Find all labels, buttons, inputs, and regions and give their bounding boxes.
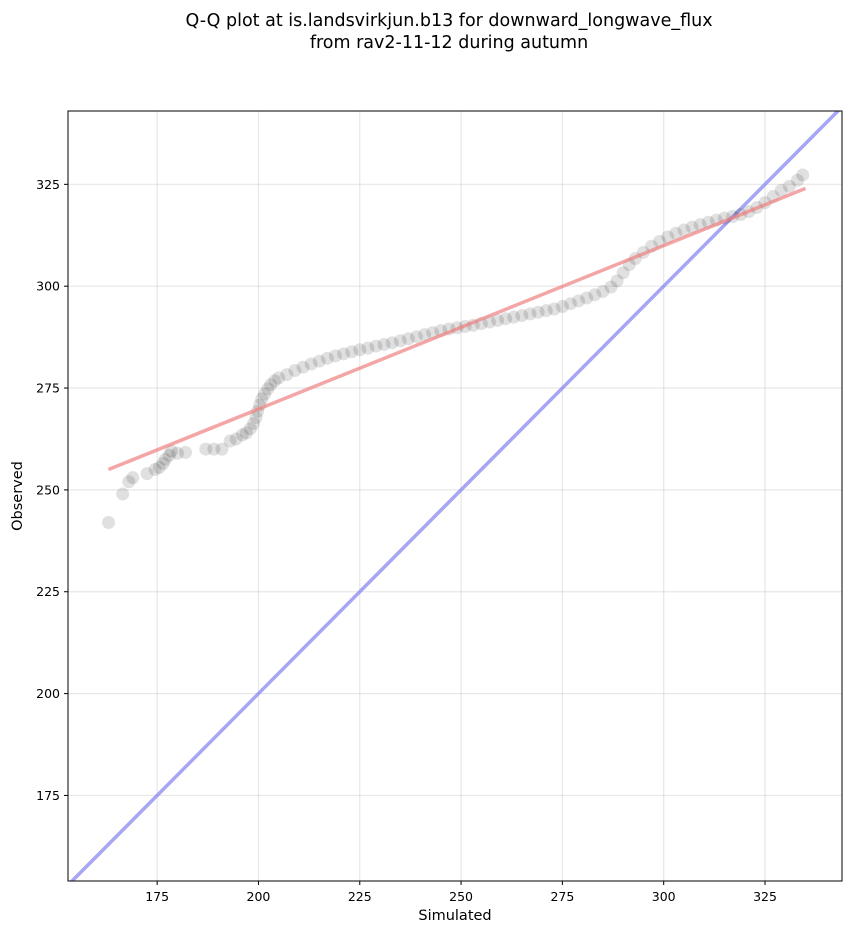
data-point bbox=[164, 444, 178, 458]
data-point bbox=[507, 310, 521, 324]
data-point bbox=[588, 288, 602, 302]
data-point bbox=[685, 220, 699, 234]
x-tick-label: 325 bbox=[753, 889, 777, 904]
data-point bbox=[369, 339, 383, 353]
data-point bbox=[247, 416, 261, 430]
x-axis-label: Simulated bbox=[418, 908, 491, 924]
data-point bbox=[401, 332, 415, 346]
data-point bbox=[235, 428, 249, 442]
data-point bbox=[547, 302, 561, 316]
y-tick-label: 275 bbox=[36, 381, 60, 396]
data-point bbox=[353, 343, 367, 357]
data-point bbox=[539, 304, 553, 318]
data-point bbox=[249, 410, 263, 424]
x-tick-label: 225 bbox=[348, 889, 372, 904]
data-point bbox=[243, 422, 257, 436]
x-tick-label: 200 bbox=[247, 889, 271, 904]
data-point bbox=[229, 432, 243, 446]
y-tick-label: 200 bbox=[36, 686, 60, 701]
y-tick-label: 300 bbox=[36, 279, 60, 294]
y-tick-label: 325 bbox=[36, 177, 60, 192]
data-point bbox=[782, 179, 796, 193]
data-point bbox=[345, 345, 359, 359]
x-tick-label: 300 bbox=[652, 889, 676, 904]
x-axis-ticks: 175 200 225 250 275 300 325 bbox=[145, 881, 777, 904]
data-point bbox=[796, 168, 810, 182]
data-point bbox=[304, 357, 318, 371]
data-points bbox=[102, 168, 810, 529]
data-point bbox=[531, 305, 545, 319]
y-tick-label: 175 bbox=[36, 788, 60, 803]
data-point bbox=[272, 371, 286, 385]
chart-title-line-1: Q-Q plot at is.landsvirkjun.b13 for down… bbox=[185, 11, 712, 31]
data-point bbox=[255, 392, 269, 406]
data-point bbox=[162, 448, 176, 462]
data-point bbox=[288, 364, 302, 378]
chart-title-line-2: from rav2-11-12 during autumn bbox=[310, 33, 588, 53]
data-point bbox=[239, 426, 253, 440]
y-tick-label: 225 bbox=[36, 584, 60, 599]
y-axis-ticks: 175 200 225 250 275 300 325 bbox=[36, 177, 68, 803]
x-tick-label: 250 bbox=[449, 889, 473, 904]
data-point bbox=[580, 291, 594, 305]
y-axis-label: Observed bbox=[10, 461, 26, 531]
regression-fit-line bbox=[107, 186, 807, 472]
data-point bbox=[152, 460, 166, 474]
data-point bbox=[563, 297, 577, 311]
data-point bbox=[393, 334, 407, 348]
grid bbox=[68, 111, 842, 881]
data-point bbox=[170, 446, 184, 460]
data-point bbox=[223, 434, 237, 448]
data-point bbox=[320, 351, 334, 365]
reference-lines bbox=[69, 111, 841, 881]
data-point bbox=[610, 274, 624, 288]
data-point bbox=[126, 471, 140, 485]
data-point bbox=[148, 463, 162, 477]
data-point bbox=[207, 442, 221, 456]
data-point bbox=[790, 173, 804, 187]
data-point bbox=[377, 337, 391, 351]
data-point bbox=[296, 360, 310, 374]
data-point bbox=[199, 442, 213, 456]
data-point bbox=[361, 341, 375, 355]
data-point bbox=[616, 266, 630, 280]
data-point bbox=[158, 452, 172, 466]
data-point bbox=[410, 330, 424, 344]
one-to-one-line bbox=[69, 111, 841, 881]
data-point bbox=[140, 467, 154, 481]
data-point bbox=[337, 347, 351, 361]
x-tick-label: 275 bbox=[550, 889, 574, 904]
data-point bbox=[215, 442, 229, 456]
data-point bbox=[418, 328, 432, 342]
data-point bbox=[156, 456, 170, 470]
data-point bbox=[523, 307, 537, 321]
plot-frame bbox=[67, 110, 843, 882]
data-point bbox=[280, 368, 294, 382]
data-point bbox=[491, 313, 505, 327]
data-point bbox=[116, 487, 130, 501]
data-point bbox=[312, 354, 326, 368]
data-point bbox=[596, 284, 610, 298]
data-point bbox=[774, 183, 788, 197]
data-point bbox=[122, 475, 136, 489]
x-tick-label: 175 bbox=[145, 889, 169, 904]
data-point bbox=[572, 294, 586, 308]
data-point bbox=[258, 387, 272, 401]
data-point bbox=[499, 312, 513, 326]
data-point bbox=[677, 223, 691, 237]
data-point bbox=[268, 374, 282, 388]
data-point bbox=[555, 300, 569, 314]
data-point bbox=[385, 336, 399, 350]
data-point bbox=[328, 349, 342, 363]
data-point bbox=[264, 378, 278, 392]
data-point bbox=[102, 515, 116, 529]
data-point bbox=[669, 226, 683, 240]
data-point bbox=[261, 382, 275, 396]
data-point bbox=[604, 280, 618, 294]
data-point bbox=[661, 230, 675, 244]
y-tick-label: 250 bbox=[36, 482, 60, 497]
data-point bbox=[179, 445, 193, 459]
data-point bbox=[515, 309, 529, 323]
